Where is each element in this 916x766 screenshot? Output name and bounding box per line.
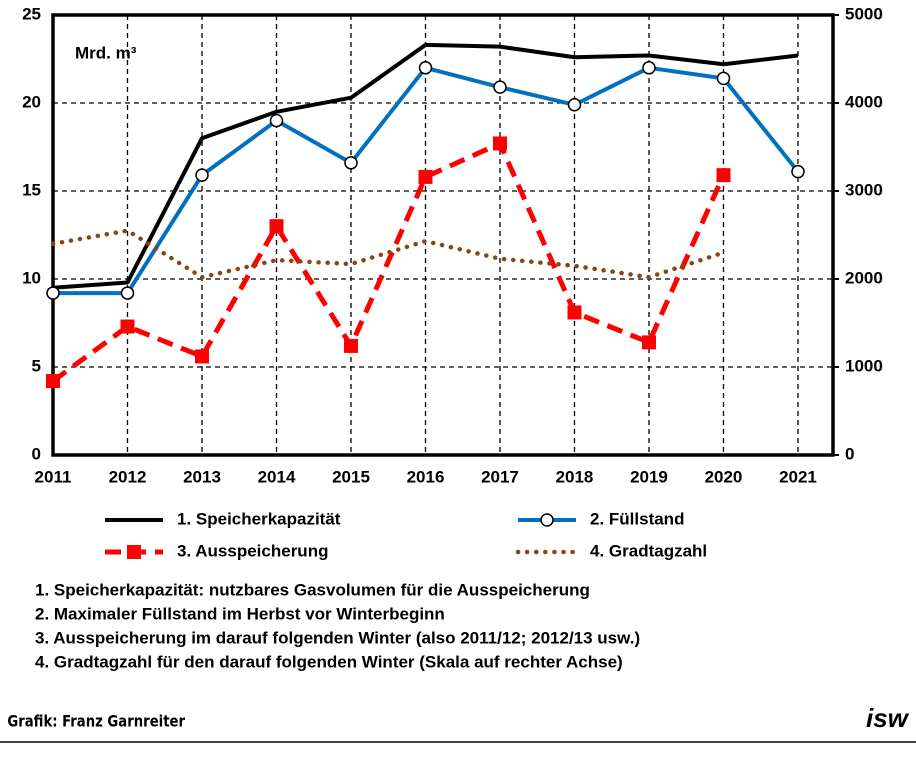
legend-item: 1. Speicherkapazität (105, 509, 341, 528)
y2-tick-label: 1000 (845, 356, 883, 375)
x-tick-label: 2011 (35, 467, 72, 486)
y2-tick-label: 4000 (845, 92, 883, 111)
notes: 1. Speicherkapazität: nutzbares Gasvolum… (35, 580, 640, 671)
marker (343, 338, 358, 353)
x-tick-label: 2014 (258, 467, 296, 486)
legend-marker (127, 545, 141, 559)
legend-label: 2. Füllstand (590, 509, 684, 528)
y-tick-label: 10 (22, 268, 41, 287)
x-tick-label: 2016 (407, 467, 445, 486)
marker (716, 71, 731, 86)
marker (120, 286, 135, 300)
x-tick-label: 2017 (481, 467, 519, 486)
marker (642, 61, 656, 75)
legend-label: 3. Ausspeicherung (177, 541, 328, 560)
y-tick-label: 15 (22, 180, 41, 199)
note: 2. Maximaler Füllstand im Herbst vor Win… (35, 604, 445, 623)
y-tick-label: 25 (22, 4, 41, 23)
legend-item: 3. Ausspeicherung (105, 541, 328, 560)
x-tick-label: 2019 (630, 467, 668, 486)
marker (418, 61, 433, 75)
marker (567, 98, 582, 112)
y-tick-label: 5 (32, 356, 41, 375)
x-tick-label: 2015 (332, 467, 370, 486)
y2-tick-label: 3000 (845, 180, 883, 199)
marker (344, 156, 358, 170)
credit: Grafik: Franz Garnreiter (7, 712, 185, 731)
note: 3. Ausspeicherung im darauf folgenden Wi… (35, 628, 640, 647)
marker (791, 164, 805, 179)
note: 1. Speicherkapazität: nutzbares Gasvolum… (35, 580, 590, 599)
y-tick-label: 0 (32, 444, 41, 463)
marker (46, 374, 60, 389)
y2-tick-label: 5000 (845, 4, 883, 23)
marker (195, 168, 209, 182)
marker (120, 319, 135, 334)
legend-marker (540, 513, 554, 527)
x-tick-label: 2018 (556, 467, 594, 486)
note: 4. Gradtagzahl für den darauf folgenden … (35, 652, 623, 671)
y2-tick-label: 2000 (845, 268, 883, 287)
marker (492, 136, 507, 151)
plot-frame (51, 13, 835, 457)
marker (418, 169, 433, 184)
x-tick-label: 2012 (109, 467, 147, 486)
marker (194, 349, 209, 364)
unit-label: Mrd. m³ (75, 43, 137, 62)
marker (269, 219, 284, 234)
y2-tick-label: 0 (845, 444, 854, 463)
marker (493, 80, 507, 94)
marker (567, 305, 582, 320)
marker (269, 113, 284, 128)
legend-item: 2. Füllstand (518, 509, 684, 528)
x-tick-label: 2021 (779, 467, 817, 486)
legend-label: 1. Speicherkapazität (177, 509, 341, 528)
x-tick-label: 2020 (705, 467, 743, 486)
series-line (50, 228, 726, 280)
y-tick-label: 20 (22, 92, 41, 111)
x-tick-label: 2013 (183, 467, 221, 486)
marker (716, 168, 731, 183)
legend-item: 4. Gradtagzahl (515, 541, 707, 560)
series-line (52, 42, 799, 290)
legend-label: 4. Gradtagzahl (590, 541, 707, 560)
marker (641, 335, 656, 350)
marker (46, 286, 60, 300)
series-line (51, 140, 726, 384)
logo: isw (866, 703, 910, 733)
